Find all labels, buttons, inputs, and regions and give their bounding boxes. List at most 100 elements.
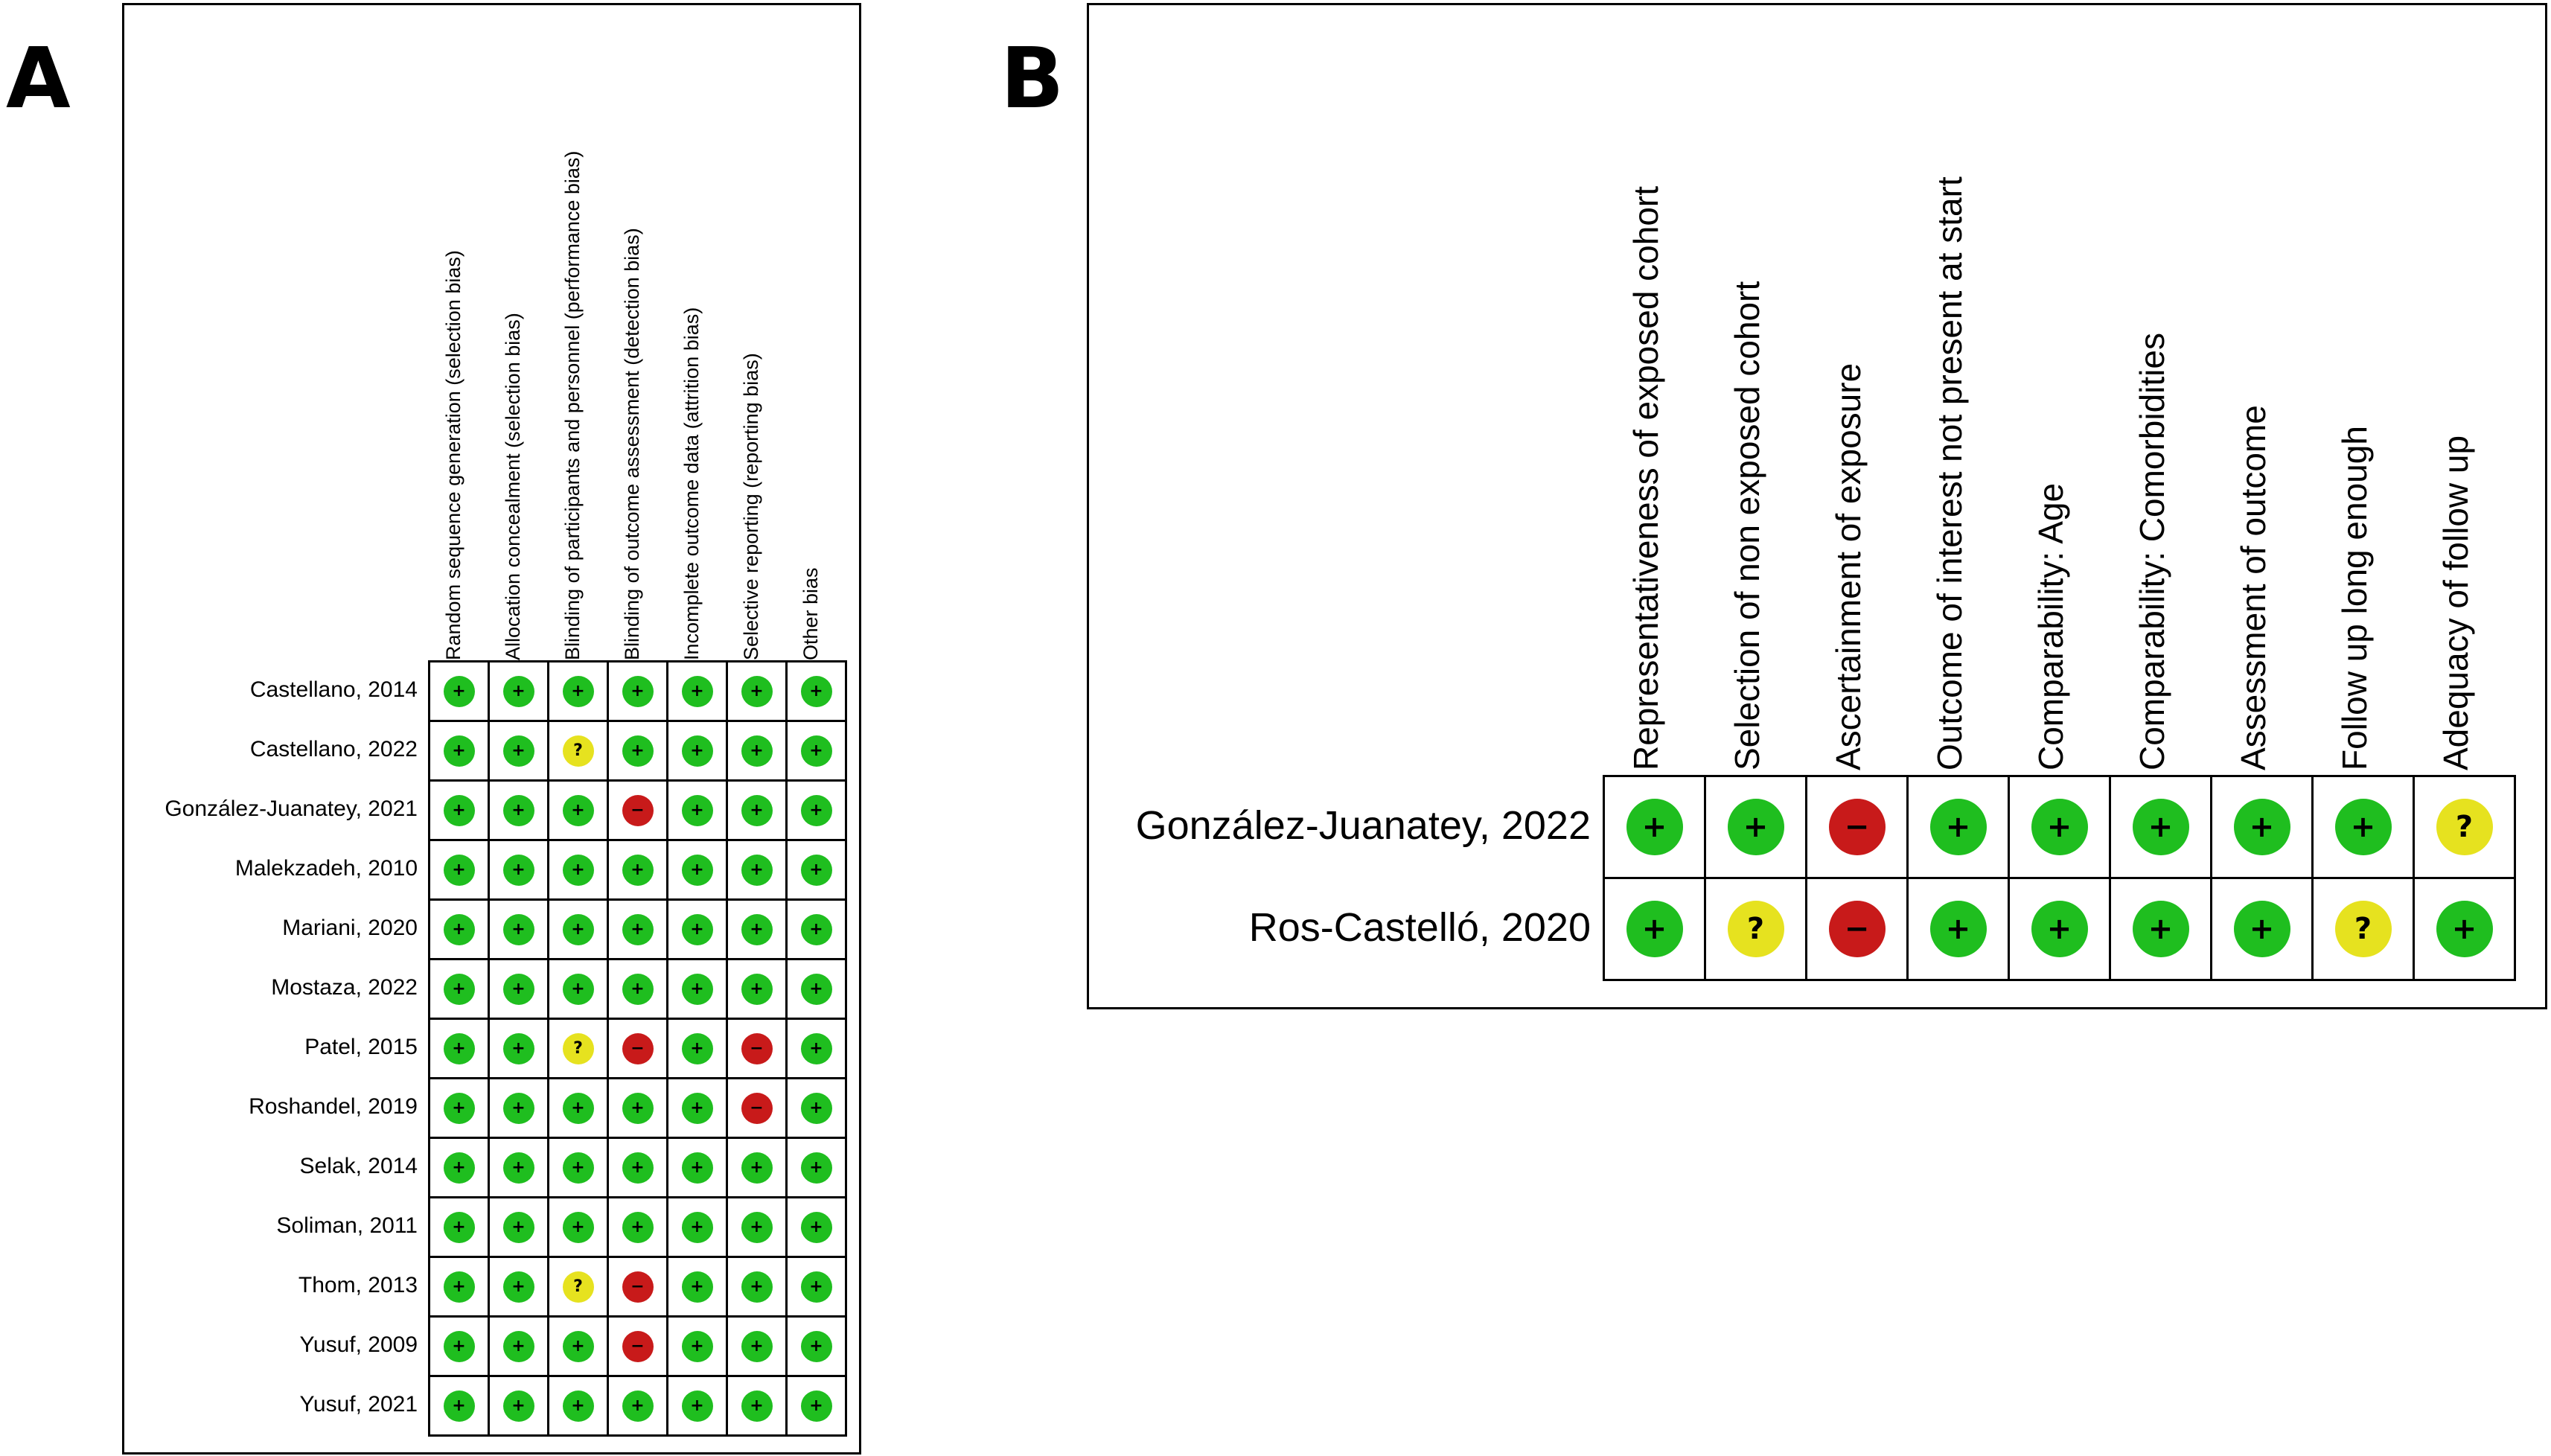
- risk-low-icon: +: [741, 1390, 773, 1422]
- judgement-cell: +: [547, 1077, 609, 1139]
- judgement-cell: +: [2008, 775, 2111, 879]
- judgement-cell: +: [607, 1077, 668, 1139]
- risk-low-icon: +: [562, 854, 594, 886]
- judgement-cell: +: [726, 1256, 788, 1318]
- risk-low-icon: +: [800, 1390, 832, 1422]
- judgement-cell: +: [1704, 775, 1807, 879]
- risk-low-icon: +: [443, 1032, 475, 1064]
- risk-low-icon: +: [681, 794, 713, 826]
- judgement-cell: +: [428, 1196, 490, 1258]
- judgement-cell: +: [726, 660, 788, 722]
- judgement-cell: +: [666, 1375, 728, 1437]
- risk-high-icon: −: [622, 1032, 654, 1064]
- risk-low-icon: +: [681, 854, 713, 886]
- risk-low-icon: +: [681, 1390, 713, 1422]
- risk-some-icon: ?: [562, 735, 594, 767]
- risk-low-icon: +: [1929, 901, 1987, 957]
- risk-high-icon: −: [1828, 799, 1886, 855]
- table-row: + + + + + + +: [428, 898, 847, 960]
- risk-low-icon: +: [800, 1092, 832, 1124]
- judgement-cell: +: [428, 660, 490, 722]
- risk-low-icon: +: [800, 1271, 832, 1303]
- judgement-cell: +: [428, 779, 490, 841]
- risk-low-icon: +: [562, 913, 594, 945]
- judgement-cell: +: [785, 720, 847, 782]
- risk-low-icon: +: [502, 794, 534, 826]
- risk-low-icon: +: [1626, 901, 1683, 957]
- judgement-cell: −: [607, 1018, 668, 1079]
- risk-low-icon: +: [2132, 799, 2189, 855]
- judgement-cell: +: [547, 958, 609, 1020]
- judgement-cell: −: [607, 779, 668, 841]
- risk-low-icon: +: [681, 1271, 713, 1303]
- row-label-yusuf-2009: Yusuf, 2009: [299, 1332, 418, 1357]
- table-row: + +? + + + +: [428, 720, 847, 782]
- table-row: + + + + + − +: [428, 1077, 847, 1139]
- risk-low-icon: +: [681, 1330, 713, 1362]
- judgement-cell: +: [785, 1375, 847, 1437]
- judgement-cell: +: [726, 1315, 788, 1377]
- judgement-cell: +: [666, 1137, 728, 1198]
- judgement-cell: +: [607, 720, 668, 782]
- risk-low-icon: +: [2233, 799, 2290, 855]
- judgement-cell: +: [666, 898, 728, 960]
- risk-some-icon: ?: [1727, 901, 1784, 957]
- risk-low-icon: +: [800, 913, 832, 945]
- judgement-cell: +: [666, 1256, 728, 1318]
- judgement-cell: +: [785, 1018, 847, 1079]
- judgement-cell: ?: [2413, 775, 2516, 879]
- risk-low-icon: +: [622, 913, 654, 945]
- judgement-cell: +: [488, 720, 549, 782]
- judgement-cell: +: [547, 660, 609, 722]
- risk-low-icon: +: [502, 1032, 534, 1064]
- judgement-cell: +: [2311, 775, 2415, 879]
- risk-low-icon: +: [562, 1152, 594, 1184]
- risk-low-icon: +: [502, 735, 534, 767]
- risk-some-icon: ?: [2334, 901, 2392, 957]
- judgement-cell: +: [428, 1375, 490, 1437]
- judgement-cell: +: [726, 958, 788, 1020]
- risk-low-icon: +: [741, 794, 773, 826]
- risk-low-icon: +: [741, 913, 773, 945]
- risk-low-icon: +: [741, 854, 773, 886]
- panel-a-risk-of-bias-chart: Random sequence generation (selection bi…: [122, 3, 861, 1455]
- panel-b-row-labels: González-Juanatey, 2022 Ros-Castelló, 202…: [1089, 5, 2545, 1007]
- judgement-cell: +: [488, 839, 549, 901]
- risk-low-icon: +: [681, 1032, 713, 1064]
- judgement-cell: +: [488, 1018, 549, 1079]
- panel-b-grid: + + − + + + + +? +? − + + + +? +: [1603, 775, 2516, 981]
- risk-low-icon: +: [741, 1211, 773, 1243]
- judgement-cell: +: [488, 1077, 549, 1139]
- judgement-cell: +: [785, 1315, 847, 1377]
- judgement-cell: +: [428, 720, 490, 782]
- risk-low-icon: +: [2031, 901, 2088, 957]
- risk-low-icon: +: [443, 1092, 475, 1124]
- row-label-castellano-2014: Castellano, 2014: [249, 677, 418, 702]
- risk-low-icon: +: [502, 854, 534, 886]
- risk-low-icon: +: [622, 1390, 654, 1422]
- risk-low-icon: +: [443, 735, 475, 767]
- judgement-cell: +: [428, 1018, 490, 1079]
- row-label-mostaza-2022: Mostaza, 2022: [271, 974, 418, 1000]
- risk-low-icon: +: [800, 675, 832, 707]
- risk-high-icon: −: [741, 1092, 773, 1124]
- judgement-cell: +: [607, 1375, 668, 1437]
- judgement-cell: +: [666, 1018, 728, 1079]
- row-label-roshandel-2019: Roshandel, 2019: [249, 1093, 418, 1119]
- judgement-cell: +: [607, 1137, 668, 1198]
- risk-low-icon: +: [562, 973, 594, 1005]
- risk-low-icon: +: [443, 854, 475, 886]
- judgement-cell: +: [726, 898, 788, 960]
- judgement-cell: +: [666, 1315, 728, 1377]
- table-row: + + + − + + +: [428, 779, 847, 841]
- risk-high-icon: −: [741, 1032, 773, 1064]
- judgement-cell: +: [547, 1137, 609, 1198]
- judgement-cell: +: [785, 660, 847, 722]
- risk-low-icon: +: [741, 735, 773, 767]
- judgement-cell: +: [726, 720, 788, 782]
- judgement-cell: +: [2413, 877, 2516, 981]
- risk-low-icon: +: [443, 913, 475, 945]
- risk-low-icon: +: [681, 1092, 713, 1124]
- judgement-cell: +: [785, 898, 847, 960]
- table-row: + + − + + + + +?: [1603, 775, 2516, 879]
